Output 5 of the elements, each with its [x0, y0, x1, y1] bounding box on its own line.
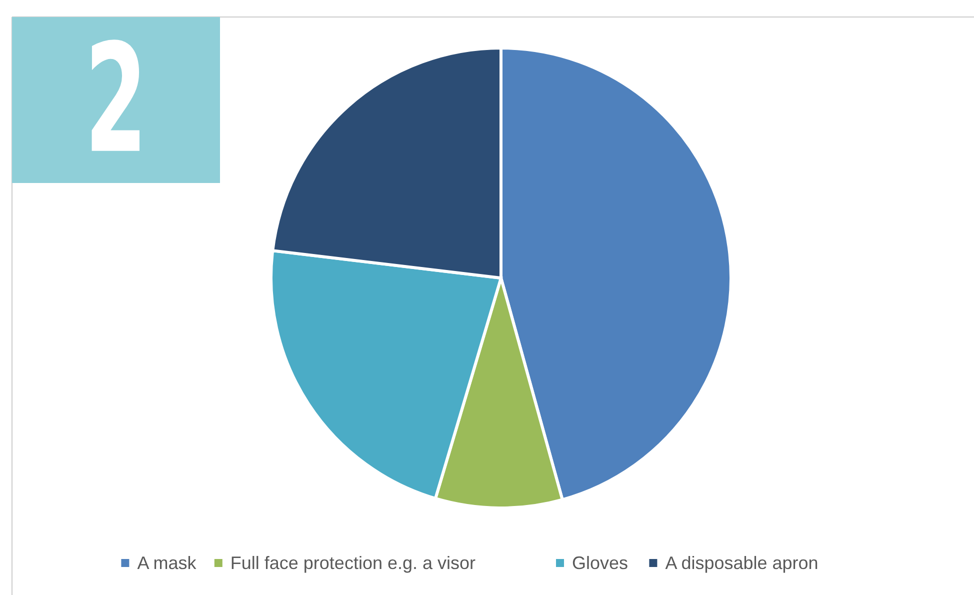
text: 2 — [84, 12, 148, 188]
legend-label: Gloves — [572, 552, 628, 573]
legend-label: A disposable apron — [665, 552, 818, 573]
legend-label: A mask — [137, 552, 198, 573]
legend-label: Full face protection e.g. a visor — [230, 552, 476, 573]
